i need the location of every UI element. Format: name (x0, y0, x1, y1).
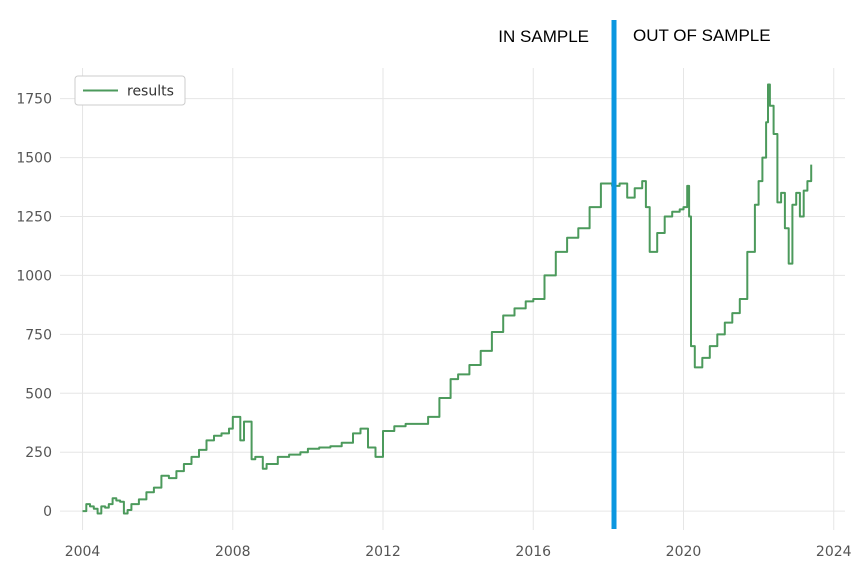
y-tick-label: 1250 (16, 210, 52, 226)
annotations: IN SAMPLE OUT OF SAMPLE (498, 26, 770, 46)
y-tick-label: 0 (43, 504, 52, 520)
series-layer (82, 83, 813, 515)
x-tick-label: 2004 (65, 544, 101, 560)
y-tick-label: 500 (25, 386, 52, 402)
x-tick-label: 2012 (365, 544, 401, 560)
y-tick-label: 1750 (16, 92, 52, 108)
y-tick-label: 1500 (16, 151, 52, 167)
legend-label-results: results (127, 84, 174, 100)
out-of-sample-label: OUT OF SAMPLE (633, 26, 771, 45)
y-axis-ticks: 0 250 500 750 1000 1250 1500 1750 (16, 92, 52, 521)
x-tick-label: 2016 (515, 544, 551, 560)
y-tick-label: 750 (25, 327, 52, 343)
x-tick-label: 2024 (816, 544, 852, 560)
x-tick-label: 2008 (215, 544, 251, 560)
grid-lines (60, 68, 845, 530)
x-axis-ticks: 2004 2008 2012 2016 2020 2024 (65, 544, 852, 560)
y-tick-label: 250 (25, 445, 52, 461)
y-tick-label: 1000 (16, 268, 52, 284)
series-line-results (82, 83, 813, 515)
legend: results (74, 75, 186, 106)
x-tick-label: 2020 (666, 544, 702, 560)
legend-box (74, 75, 186, 106)
in-sample-label: IN SAMPLE (498, 27, 589, 46)
